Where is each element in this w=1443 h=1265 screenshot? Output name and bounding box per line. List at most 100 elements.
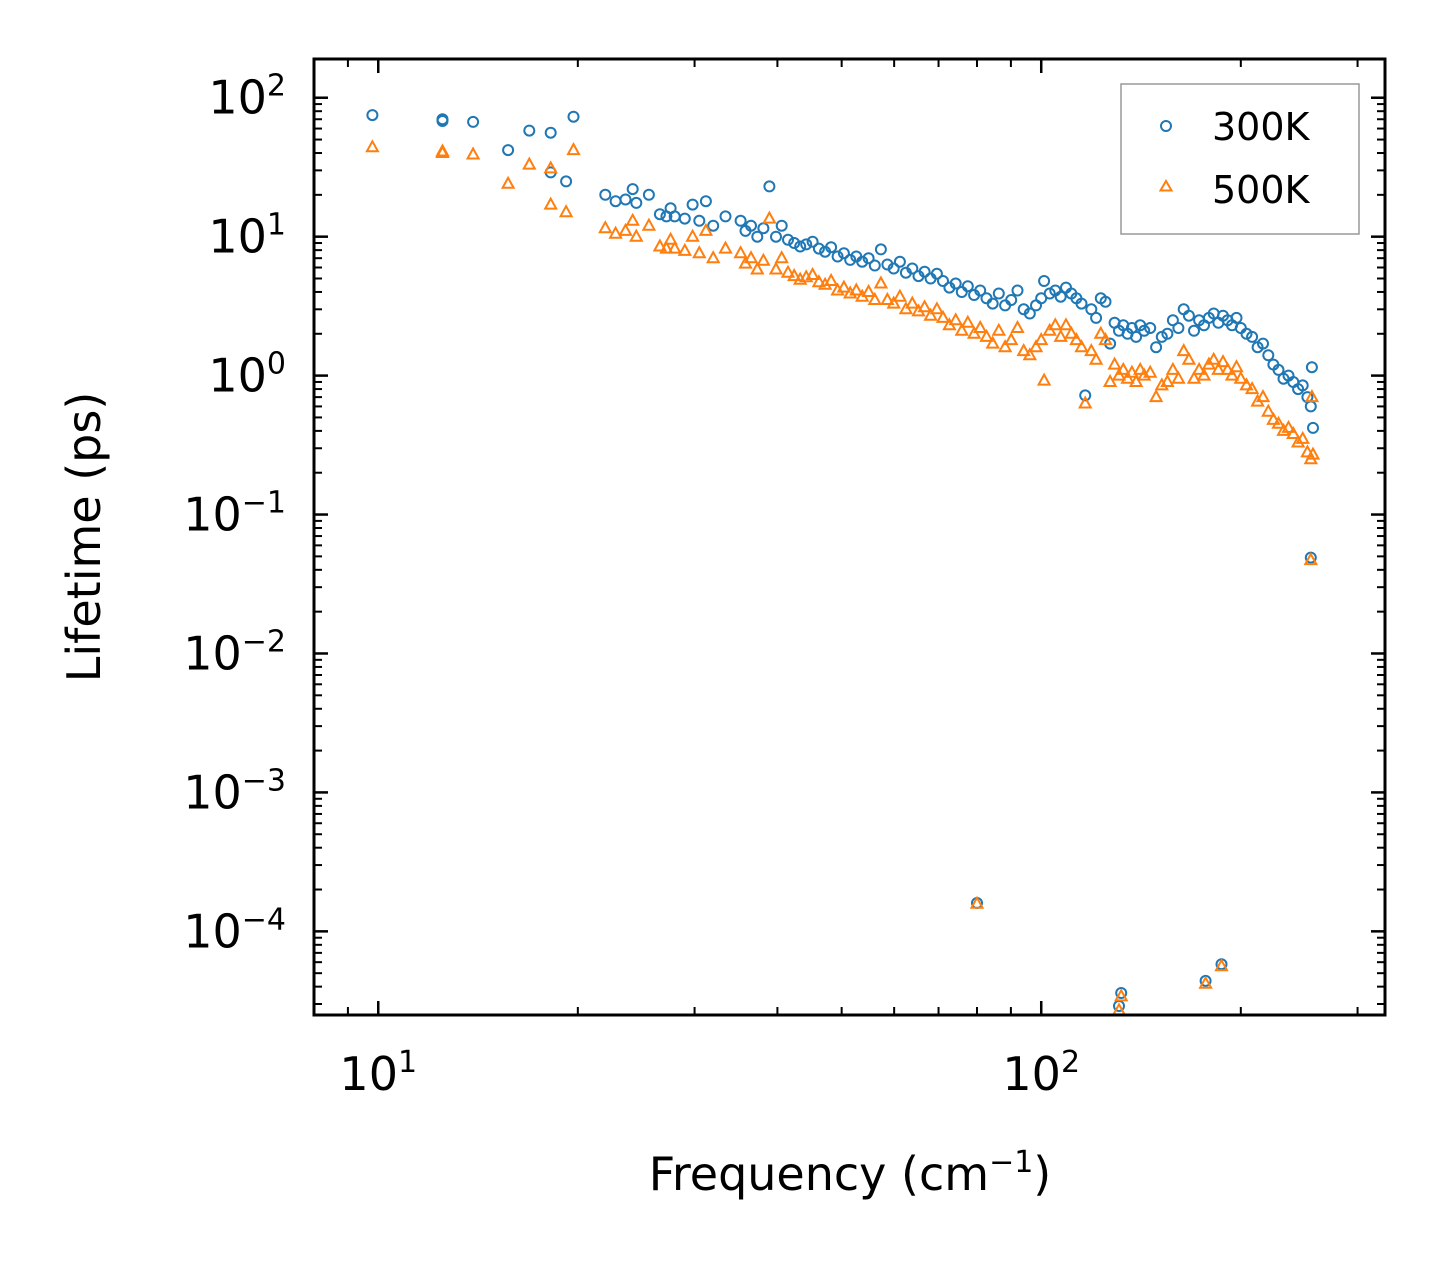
point-500k-105 <box>1181 351 1197 365</box>
point-500k-16 <box>652 238 668 252</box>
point-300k-42 <box>831 250 844 263</box>
point-300k-131 <box>1305 361 1318 374</box>
point-500k-127 <box>1290 434 1306 448</box>
point-500k-129 <box>1300 444 1315 458</box>
point-300k-36 <box>794 240 807 253</box>
point-500k-106 <box>1186 370 1202 384</box>
point-300k-84 <box>1079 389 1092 402</box>
point-300k-43 <box>837 247 850 260</box>
point-500k-61 <box>948 312 963 326</box>
point-500k-67 <box>985 335 1000 349</box>
point-500k-111 <box>1211 361 1226 375</box>
point-500k-6 <box>543 196 558 210</box>
point-500k-54 <box>905 295 920 309</box>
data-points <box>365 109 1321 1016</box>
point-300k-31 <box>763 180 776 193</box>
point-500k-78 <box>1048 317 1063 331</box>
point-500k-5 <box>522 156 537 170</box>
point-500k-48 <box>867 291 882 305</box>
point-500k-95 <box>1128 373 1144 387</box>
point-500k-94 <box>1124 364 1140 378</box>
point-500k-135 <box>1114 988 1129 1002</box>
point-500k-137 <box>1198 975 1213 989</box>
point-500k-20 <box>677 242 692 256</box>
point-500k-121 <box>1261 403 1276 417</box>
point-500k-128 <box>1295 430 1310 444</box>
point-500k-15 <box>641 217 657 231</box>
point-500k-74 <box>1028 339 1044 353</box>
point-500k-133 <box>1303 552 1318 566</box>
point-500k-2 <box>435 144 450 158</box>
legend-label-300k: 300K <box>1212 105 1311 149</box>
point-500k-124 <box>1276 422 1291 436</box>
point-500k-118 <box>1244 381 1260 395</box>
point-500k-132 <box>1305 446 1321 460</box>
point-300k-28 <box>745 219 757 232</box>
point-500k-9 <box>566 142 581 156</box>
point-300k-120 <box>1257 337 1269 350</box>
point-500k-96 <box>1133 361 1148 375</box>
legend-box <box>1120 83 1360 235</box>
point-500k-28 <box>743 250 759 264</box>
point-500k-85 <box>1084 343 1099 357</box>
point-500k-117 <box>1239 377 1254 391</box>
point-500k-51 <box>886 295 901 309</box>
point-300k-118 <box>1246 330 1259 343</box>
point-300k-14 <box>630 196 643 209</box>
point-500k-43 <box>836 279 852 293</box>
point-500k-87 <box>1093 325 1108 339</box>
point-500k-50 <box>880 291 895 305</box>
y-axis-title: Lifetime (ps) <box>57 392 111 683</box>
point-500k-4 <box>500 175 516 189</box>
point-500k-17 <box>659 240 674 254</box>
point-500k-114 <box>1224 367 1240 381</box>
point-300k-63 <box>961 280 974 293</box>
point-500k-14 <box>629 228 644 242</box>
legend: 300K 500K <box>1120 83 1360 235</box>
point-500k-25 <box>718 240 733 254</box>
point-300k-24 <box>707 219 720 232</box>
point-500k-66 <box>979 328 994 342</box>
point-500k-126 <box>1286 425 1301 439</box>
point-300k-10 <box>599 188 612 201</box>
point-300k-3 <box>467 115 480 128</box>
point-300k-34 <box>782 233 794 246</box>
point-500k-131 <box>1304 389 1320 403</box>
tick-labels: 101 102 102 101 100 10−1 10−2 10−3 10−4 <box>183 69 1080 1101</box>
point-300k-48 <box>868 259 881 272</box>
point-500k-22 <box>692 245 707 259</box>
point-500k-58 <box>929 301 945 315</box>
point-500k-30 <box>756 252 771 266</box>
point-300k-98 <box>1144 322 1157 334</box>
point-500k-98 <box>1143 364 1158 378</box>
point-500k-136 <box>1111 1002 1127 1016</box>
point-500k-115 <box>1229 359 1244 373</box>
point-300k-37 <box>800 238 813 251</box>
point-300k-15 <box>642 188 655 201</box>
point-500k-79 <box>1053 328 1068 342</box>
point-300k-76 <box>1038 275 1051 287</box>
point-500k-81 <box>1064 325 1079 339</box>
point-300k-130 <box>1304 400 1317 413</box>
point-500k-104 <box>1176 343 1191 357</box>
point-500k-32 <box>768 261 784 275</box>
point-300k-35 <box>788 237 801 249</box>
x-axis-title: Frequency (cm−1) <box>649 1145 1052 1201</box>
y-tick-label-2: 100 <box>208 347 286 403</box>
point-500k-3 <box>465 146 481 160</box>
point-300k-33 <box>775 219 788 232</box>
point-300k-38 <box>806 235 819 248</box>
point-500k-82 <box>1069 332 1084 346</box>
point-300k-20 <box>678 212 691 225</box>
point-500k-35 <box>787 268 802 282</box>
point-300k-16 <box>653 208 666 221</box>
point-300k-88 <box>1099 295 1112 308</box>
point-500k-47 <box>861 283 876 297</box>
point-500k-21 <box>685 228 700 242</box>
point-300k-106 <box>1188 324 1200 337</box>
point-300k-21 <box>686 198 699 211</box>
point-500k-101 <box>1160 373 1175 387</box>
point-500k-57 <box>923 307 938 321</box>
point-500k-120 <box>1255 389 1271 403</box>
